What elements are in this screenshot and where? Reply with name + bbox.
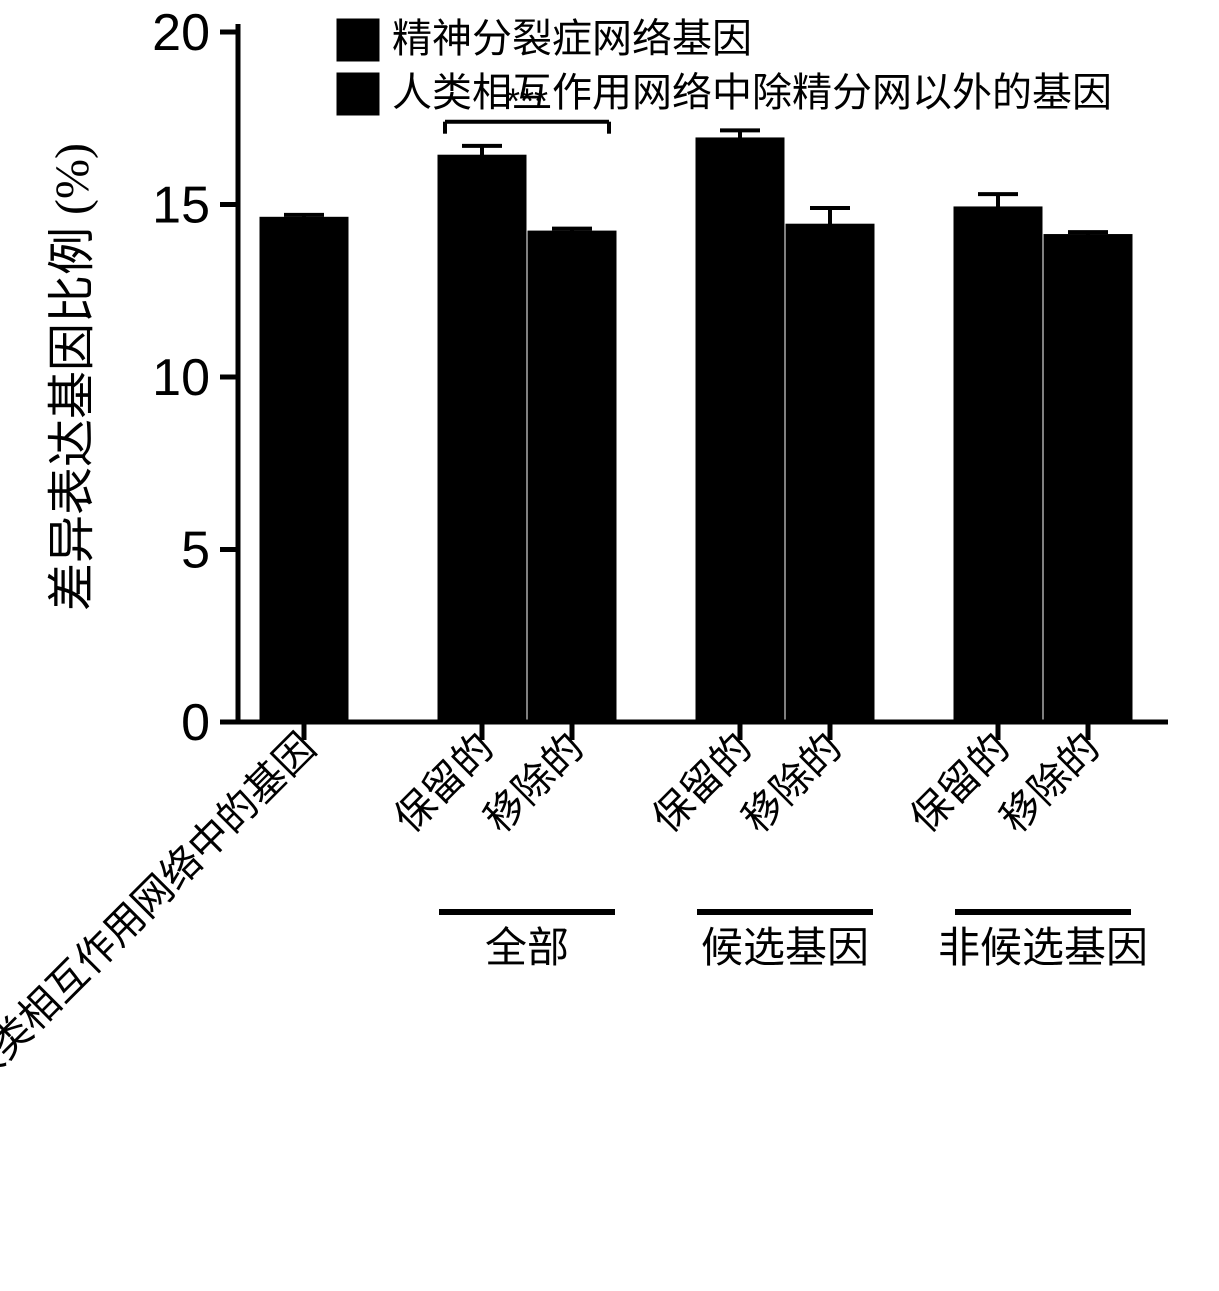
bar-label: 人类相互作用网络中的基因 <box>0 725 324 1096</box>
group-label: 非候选基因 <box>938 926 1148 972</box>
bar <box>697 139 783 722</box>
bar <box>787 225 873 722</box>
bar-label: 保留的 <box>902 725 1019 842</box>
group-label: 全部 <box>485 925 569 972</box>
y-axis-title: 差异表达基因比例 (%) <box>46 143 99 611</box>
bar <box>261 218 347 722</box>
bar-label: 保留的 <box>644 725 761 842</box>
bar-chart: 05101520差异表达基因比例 (%)人类相互作用网络中的基因保留的移除的保留… <box>0 0 1219 1291</box>
chart-svg: 05101520差异表达基因比例 (%)人类相互作用网络中的基因保留的移除的保留… <box>0 0 1219 1291</box>
bar <box>1045 236 1131 722</box>
y-tick-label: 0 <box>181 694 210 752</box>
bar-label: 保留的 <box>386 725 503 842</box>
bar-label: 移除的 <box>476 725 593 842</box>
group-label: 候选基因 <box>701 926 869 972</box>
bar <box>439 156 525 722</box>
y-tick-label: 15 <box>152 177 210 235</box>
y-tick-label: 5 <box>181 522 210 580</box>
y-tick-label: 20 <box>152 4 210 62</box>
legend-swatch <box>338 74 378 114</box>
bar <box>955 208 1041 722</box>
bar <box>529 232 615 722</box>
legend-label: 精神分裂症网络基因 <box>392 16 752 61</box>
legend-swatch <box>338 20 378 60</box>
legend-label: 人类相互作用网络中除精分网以外的基因 <box>392 70 1112 115</box>
y-tick-label: 10 <box>152 349 210 407</box>
bar-label: 移除的 <box>992 725 1109 842</box>
bar-label: 移除的 <box>734 725 851 842</box>
